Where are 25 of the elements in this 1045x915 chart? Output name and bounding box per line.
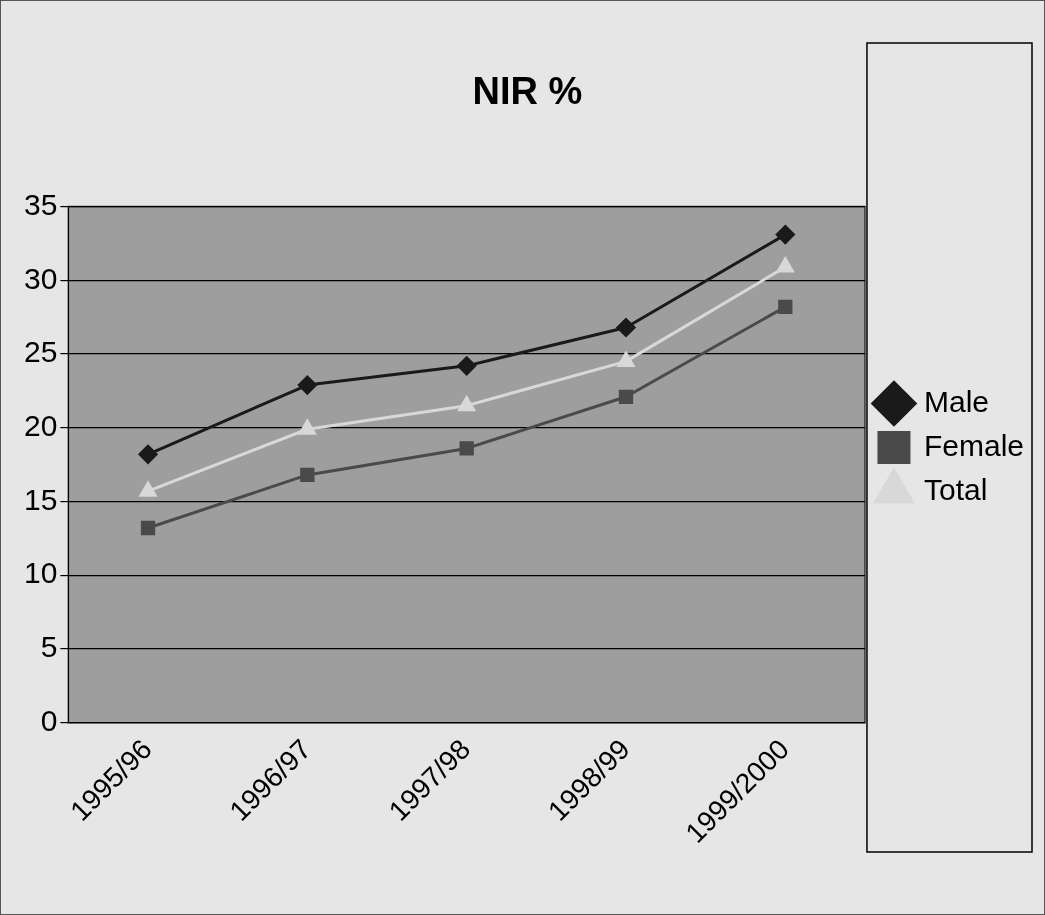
point bbox=[140, 520, 156, 536]
point bbox=[138, 444, 158, 464]
legend-label: Male bbox=[923, 384, 989, 418]
legend-label: Total bbox=[923, 472, 988, 506]
point bbox=[298, 419, 316, 435]
point bbox=[297, 375, 317, 395]
point bbox=[459, 441, 474, 456]
y-tick-label: 35 bbox=[23, 187, 58, 221]
y-tick-label: 20 bbox=[23, 409, 58, 443]
y-tick-label: 25 bbox=[23, 335, 58, 369]
legend-label: Female bbox=[923, 428, 1025, 462]
chart-title: NIR % bbox=[472, 70, 583, 113]
y-tick-label: 0 bbox=[40, 703, 58, 737]
point bbox=[778, 299, 793, 315]
y-tick-label: 15 bbox=[23, 482, 58, 516]
y-tick-label: 5 bbox=[40, 630, 58, 664]
point bbox=[458, 396, 476, 412]
point bbox=[775, 225, 795, 245]
point bbox=[457, 356, 477, 376]
y-tick-label: 10 bbox=[23, 556, 58, 590]
point bbox=[616, 318, 636, 337]
y-tick-label: 30 bbox=[23, 261, 58, 295]
point bbox=[300, 467, 315, 483]
point bbox=[618, 389, 634, 404]
point bbox=[139, 481, 157, 497]
